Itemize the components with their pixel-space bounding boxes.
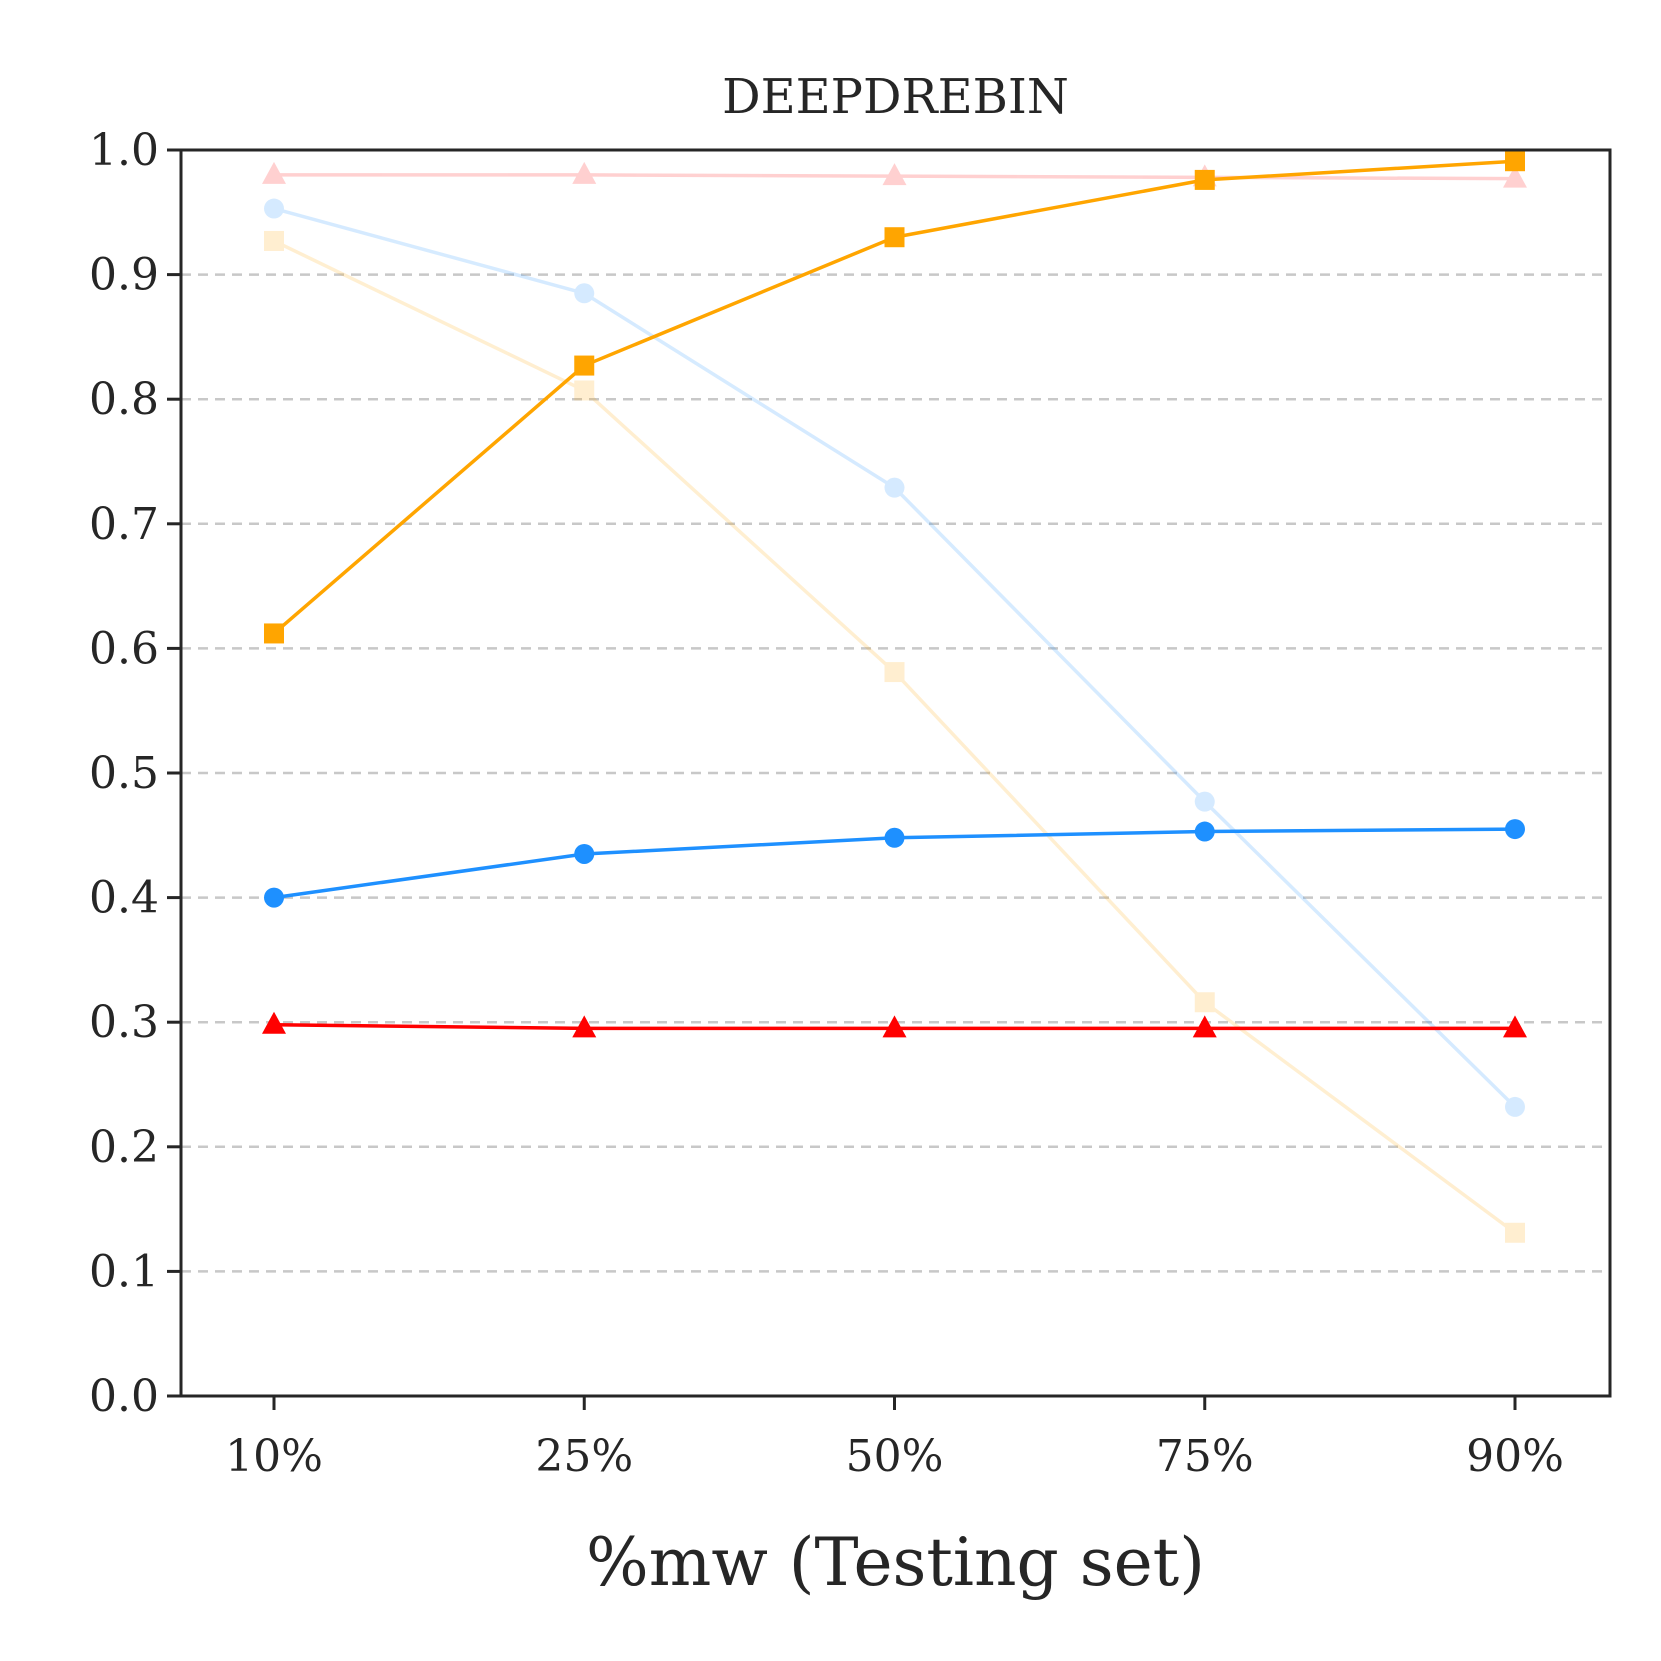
- series-faded-blue-circles: [264, 198, 1525, 1117]
- data-point: [884, 227, 905, 248]
- data-point: [572, 161, 597, 184]
- data-point: [884, 827, 905, 848]
- chart-title: DEEPDREBIN: [722, 69, 1069, 125]
- data-point: [884, 662, 905, 683]
- data-point: [884, 477, 905, 498]
- series-faded-red-triangles: [262, 161, 1527, 188]
- y-tick-label: 0.1: [89, 1246, 159, 1297]
- y-tick-label: 1.0: [89, 125, 159, 176]
- data-point: [882, 1015, 907, 1038]
- y-tick-label: 0.7: [89, 499, 159, 550]
- data-point: [1503, 165, 1527, 188]
- data-point: [262, 1011, 286, 1034]
- data-point: [262, 161, 286, 184]
- data-point: [264, 198, 284, 219]
- series-orange-squares: [264, 151, 1525, 644]
- y-tick-label: 0.8: [89, 374, 159, 425]
- x-tick-label: 50%: [846, 1431, 944, 1482]
- data-point: [1505, 819, 1525, 840]
- x-tick-label: 90%: [1466, 1431, 1564, 1482]
- series-line: [273, 206, 1517, 1109]
- data-point: [1505, 151, 1525, 172]
- series-line: [274, 173, 1516, 181]
- y-tick-label: 0.9: [89, 250, 159, 301]
- data-point: [882, 163, 907, 186]
- y-tick-label: 0.0: [89, 1371, 159, 1422]
- x-axis: 10% 25% 50% 75% 90%: [225, 1396, 1564, 1482]
- data-point: [264, 230, 284, 251]
- data-point: [574, 380, 595, 401]
- data-point: [1194, 791, 1215, 812]
- series-group: [262, 151, 1527, 1243]
- data-point: [1503, 1015, 1527, 1038]
- data-point: [1192, 1015, 1217, 1038]
- data-point: [574, 355, 595, 376]
- data-point: [574, 843, 595, 864]
- data-point: [1505, 1096, 1525, 1117]
- grid-lines: [181, 273, 1610, 1273]
- x-tick-label: 25%: [535, 1431, 633, 1482]
- data-point: [1505, 1222, 1525, 1243]
- data-point: [264, 623, 284, 644]
- x-tick-label: 10%: [225, 1431, 323, 1482]
- series-red-triangles: [262, 1011, 1527, 1038]
- data-point: [264, 887, 284, 908]
- x-tick-label: 75%: [1156, 1431, 1254, 1482]
- y-tick-label: 0.3: [89, 997, 159, 1048]
- data-point: [572, 1015, 597, 1038]
- y-tick-label: 0.6: [89, 623, 159, 674]
- data-point: [574, 283, 595, 304]
- y-tick-label: 0.5: [89, 748, 159, 799]
- y-axis: 0.0 0.1 0.2 0.3 0.4 0.5 0.6 0.7 0.8 0.9 1.0: [89, 125, 181, 1422]
- y-tick-label: 0.2: [89, 1122, 159, 1173]
- series-line: [273, 239, 1517, 1235]
- x-axis-label: %mw (Testing set): [586, 1524, 1205, 1601]
- data-point: [1194, 992, 1215, 1013]
- data-point: [1194, 821, 1215, 842]
- series-faded-orange-squares: [264, 230, 1525, 1243]
- y-tick-label: 0.4: [89, 873, 159, 924]
- series-blue-circles: [264, 819, 1525, 908]
- data-point: [1194, 169, 1215, 190]
